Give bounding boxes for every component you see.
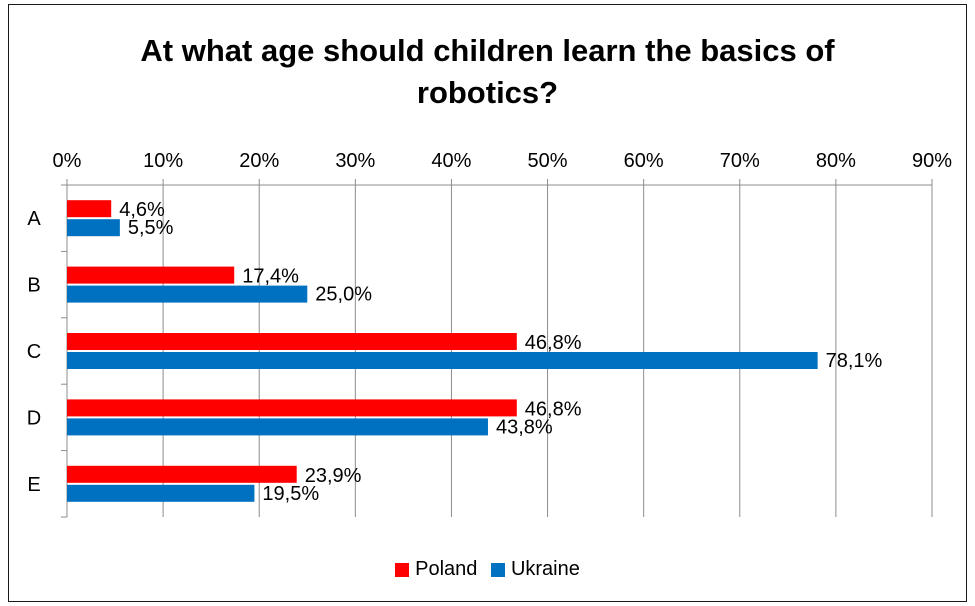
chart-frame — [8, 4, 967, 602]
x-tick-label: 40% — [431, 150, 471, 172]
x-tick-label: 50% — [528, 150, 568, 172]
category-label: D — [27, 407, 41, 429]
x-tick-label: 80% — [816, 150, 856, 172]
category-label: C — [27, 341, 41, 363]
x-tick-label: 0% — [53, 150, 82, 172]
data-label-poland: 17,4% — [242, 266, 299, 288]
bar-ukraine — [67, 418, 488, 436]
bar-poland — [67, 266, 235, 284]
bar-ukraine — [67, 484, 255, 502]
chart-title: At what age should children learn the ba… — [0, 30, 975, 114]
data-label-ukraine: 19,5% — [262, 483, 319, 505]
legend-label-ukraine: Ukraine — [510, 558, 580, 580]
data-label-ukraine: 43,8% — [496, 416, 553, 438]
data-label-ukraine: 25,0% — [315, 284, 372, 306]
chart-title-line-2: robotics? — [416, 75, 559, 110]
x-tick-label: 70% — [720, 150, 760, 172]
bar-poland — [67, 465, 297, 483]
category-label: A — [27, 208, 41, 230]
chart-legend: Poland Ukraine — [0, 558, 975, 583]
bar-poland — [67, 399, 517, 417]
chart-title-line-1: At what age should children learn the ba… — [140, 33, 835, 68]
bar-ukraine — [67, 219, 120, 237]
bar-poland — [67, 200, 112, 218]
category-label: E — [27, 474, 40, 496]
data-label-poland: 46,8% — [525, 398, 582, 420]
legend-swatch-poland — [395, 562, 410, 577]
data-label-poland: 23,9% — [305, 465, 362, 487]
x-tick-label: 90% — [912, 150, 952, 172]
legend-item-poland: Poland — [395, 558, 477, 581]
data-label-ukraine: 5,5% — [128, 217, 174, 239]
x-tick-label: 10% — [143, 150, 183, 172]
category-label: B — [27, 275, 40, 297]
legend-item-ukraine: Ukraine — [490, 558, 580, 581]
data-label-poland: 46,8% — [525, 332, 582, 354]
bar-ukraine — [67, 352, 818, 369]
x-tick-label: 30% — [335, 150, 375, 172]
bar-ukraine — [67, 285, 308, 303]
x-tick-label: 60% — [624, 150, 664, 172]
legend-swatch-ukraine — [490, 562, 505, 577]
x-tick-label: 20% — [239, 150, 279, 172]
data-label-ukraine: 78,1% — [826, 350, 883, 372]
data-label-poland: 4,6% — [119, 199, 165, 221]
bar-poland — [67, 333, 517, 350]
legend-label-poland: Poland — [415, 558, 478, 580]
